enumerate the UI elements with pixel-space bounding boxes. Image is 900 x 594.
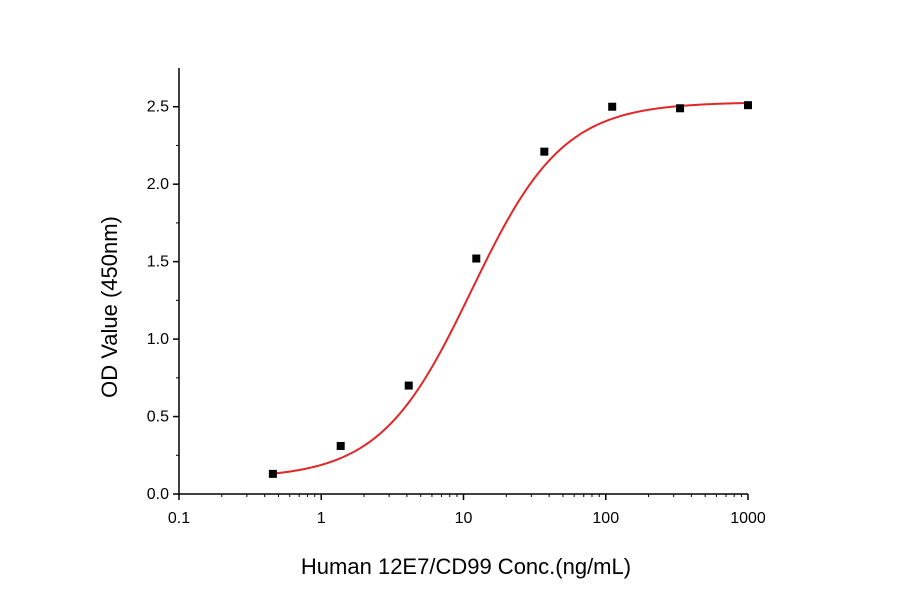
data-point bbox=[744, 101, 752, 110]
fit-curve bbox=[272, 101, 749, 475]
data-points bbox=[268, 101, 752, 478]
data-point bbox=[608, 102, 617, 111]
data-point bbox=[472, 254, 481, 263]
x-tick-label: 0.1 bbox=[168, 510, 190, 527]
y-axis: 0.0 0.5 1.0 1.5 2.0 2.5 bbox=[147, 68, 180, 503]
x-tick-label: 1 bbox=[317, 510, 326, 527]
y-tick-label: 2.0 bbox=[147, 176, 169, 193]
x-axis: 0.1 1 10 100 1000 bbox=[168, 493, 766, 527]
y-tick-label: 1.0 bbox=[147, 331, 169, 348]
data-point bbox=[676, 104, 685, 113]
y-tick-label: 0.5 bbox=[147, 409, 169, 426]
y-tick-label: 0.0 bbox=[147, 486, 169, 503]
data-point bbox=[268, 469, 277, 478]
y-tick-label: 1.5 bbox=[147, 254, 169, 271]
y-axis-title: OD Value (450nm) bbox=[97, 216, 122, 398]
x-tick-label: 100 bbox=[592, 510, 619, 527]
data-point bbox=[336, 441, 345, 450]
x-axis-title: Human 12E7/CD99 Conc.(ng/mL) bbox=[301, 554, 631, 579]
y-tick-label: 2.5 bbox=[147, 99, 169, 116]
x-tick-label: 1000 bbox=[730, 510, 766, 527]
x-ticks: 0.1 1 10 100 1000 bbox=[168, 494, 766, 527]
x-tick-label: 10 bbox=[455, 510, 473, 527]
data-point bbox=[404, 381, 413, 390]
y-ticks: 0.0 0.5 1.0 1.5 2.0 2.5 bbox=[147, 99, 179, 503]
data-point bbox=[540, 147, 549, 156]
